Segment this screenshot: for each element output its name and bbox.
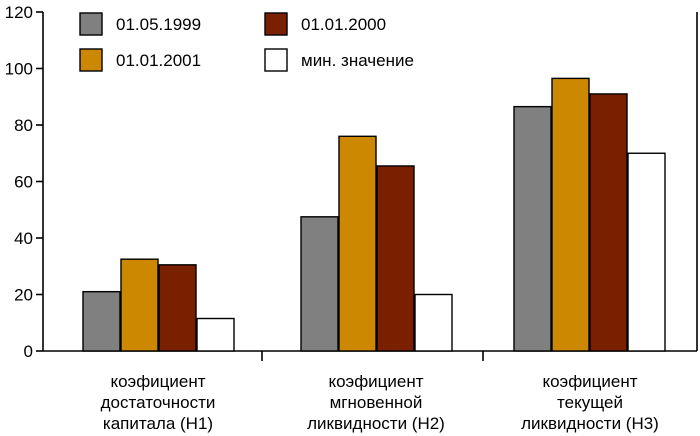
y-tick-label: 60 <box>14 173 33 192</box>
y-tick-label: 20 <box>14 286 33 305</box>
legend-label: 01.01.2000 <box>301 15 386 34</box>
y-tick-label: 40 <box>14 229 33 248</box>
category-label-line: ликвидности (Н2) <box>307 414 445 433</box>
bar <box>551 77 590 352</box>
y-ticks: 0 20 40 60 80 100 120 <box>5 3 43 361</box>
legend-label: 01.05.1999 <box>116 15 201 34</box>
bar <box>158 264 197 352</box>
y-tick-label: 0 <box>24 342 33 361</box>
bar <box>627 152 666 352</box>
category-label-line: коэфициент <box>542 372 637 391</box>
bar <box>414 293 453 352</box>
category-label-line: мгновенной <box>330 393 423 412</box>
category-label-line: текущей <box>557 393 623 412</box>
legend-swatch <box>264 48 288 72</box>
bar <box>120 258 159 352</box>
bar <box>300 216 339 352</box>
legend-label: 01.01.2001 <box>116 51 201 70</box>
category-label-line: достаточности <box>101 393 216 412</box>
category-label-line: коэфициент <box>110 372 205 391</box>
bar <box>338 135 377 352</box>
category-label-line: коэфициент <box>328 372 423 391</box>
legend: 01.05.1999 01.01.2000 01.01.2001 мин. значе… <box>79 12 414 72</box>
bar <box>196 317 235 352</box>
bar <box>589 93 628 352</box>
category-labels: коэфициент достаточности капитала (Н1) коэф… <box>101 351 659 433</box>
y-tick-label: 80 <box>14 116 33 135</box>
legend-swatch <box>79 48 103 72</box>
y-tick-label: 100 <box>5 60 33 79</box>
bar <box>513 105 552 352</box>
legend-swatch <box>79 12 103 36</box>
y-tick-label: 120 <box>5 3 33 22</box>
bar <box>82 290 121 352</box>
bars <box>82 77 666 352</box>
legend-swatch <box>264 12 288 36</box>
category-label-line: капитала (Н1) <box>103 414 213 433</box>
category-label-line: ликвидности (Н3) <box>521 414 659 433</box>
legend-label: мин. значение <box>301 51 414 70</box>
bar <box>376 165 415 352</box>
